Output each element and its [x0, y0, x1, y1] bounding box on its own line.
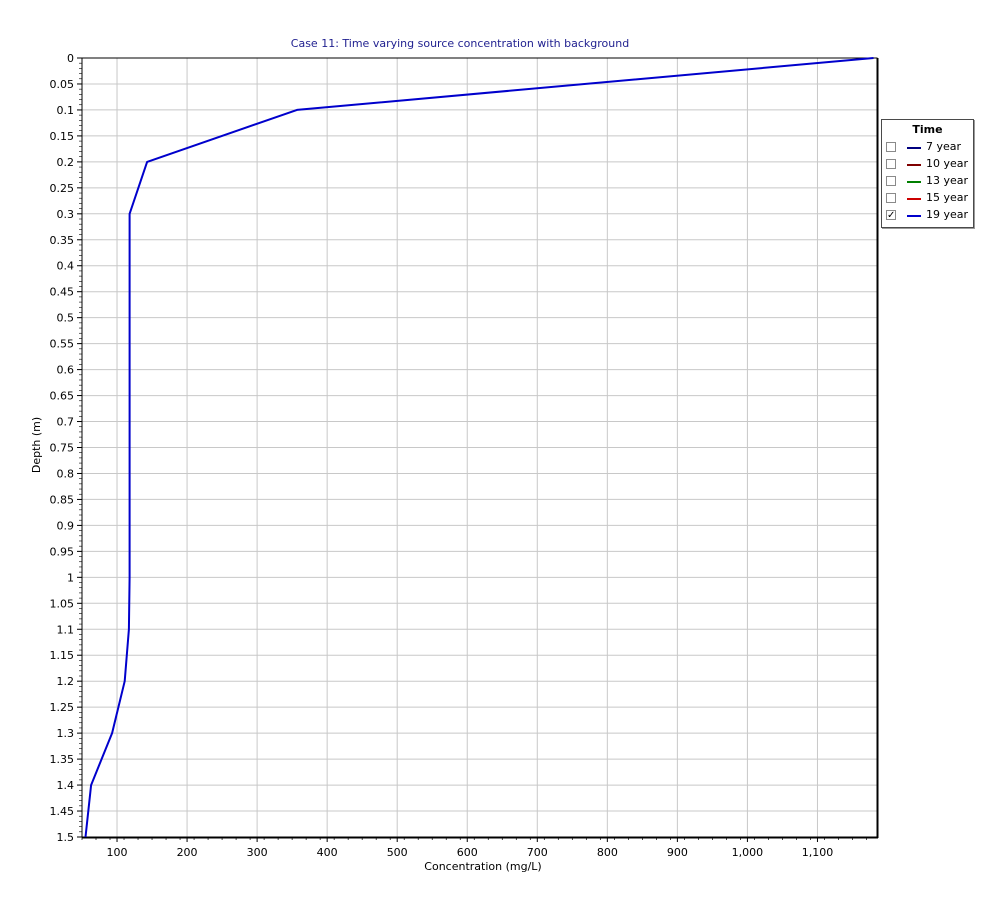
y-tick-label: 1.1 [57, 623, 75, 636]
legend-checkbox[interactable]: ✓ [886, 210, 896, 221]
y-tick-label: 1.05 [50, 597, 75, 610]
legend: Time 7 year 10 year 13 year 15 year ✓ 19 year [881, 119, 974, 228]
y-tick-label: 0.5 [57, 312, 75, 325]
legend-item-13-year[interactable]: 13 year [886, 174, 974, 191]
chart-title: Case 11: Time varying source concentrati… [291, 37, 629, 50]
y-tick-label: 0.6 [57, 364, 75, 377]
y-tick-label: 0.2 [57, 156, 75, 169]
legend-swatch [907, 181, 921, 183]
y-tick-label: 0.4 [57, 260, 75, 273]
y-tick-label: 0.95 [50, 545, 75, 558]
y-tick-label: 1 [67, 571, 74, 584]
legend-item-10-year[interactable]: 10 year [886, 157, 974, 174]
y-tick-label: 0.9 [57, 519, 75, 532]
x-tick-label: 700 [527, 846, 548, 859]
legend-title: Time [912, 123, 943, 136]
legend-swatch [907, 198, 921, 200]
x-tick-label: 900 [667, 846, 688, 859]
y-tick-label: 0.7 [57, 416, 75, 429]
legend-label: 15 year [926, 191, 969, 204]
x-tick-label: 500 [387, 846, 408, 859]
legend-checkbox[interactable] [886, 159, 896, 169]
series-line-19-year [84, 57, 874, 838]
legend-label: 7 year [926, 140, 962, 153]
y-tick-label: 0.85 [50, 493, 75, 506]
y-tick-label: 0.05 [50, 78, 75, 91]
legend-item-7-year[interactable]: 7 year [886, 140, 974, 157]
legend-label: 10 year [926, 157, 969, 170]
y-tick-label: 1.5 [57, 831, 75, 844]
x-tick-label: 600 [457, 846, 478, 859]
x-tick-label: 300 [247, 846, 268, 859]
x-axis-ticks: 100 200 300 400 500 600 700 800 900 1,000 1,100 [81, 837, 867, 859]
y-tick-label: 0 [67, 52, 74, 65]
grid-lines [82, 57, 877, 838]
y-axis-ticks: 0 0.05 0.1 0.15 0.2 0.25 0.3 0.35 0.4 0.45 0.5 0.55… [50, 52, 82, 844]
legend-checkbox[interactable] [886, 193, 896, 203]
y-tick-label: 1.25 [50, 701, 75, 714]
y-tick-label: 0.3 [57, 208, 75, 221]
y-tick-label: 1.15 [50, 649, 75, 662]
x-tick-label: 100 [107, 846, 128, 859]
x-tick-label: 800 [597, 846, 618, 859]
y-tick-label: 0.25 [50, 182, 75, 195]
legend-label: 19 year [926, 208, 969, 221]
y-tick-label: 1.3 [57, 727, 75, 740]
series-layer [84, 57, 874, 838]
x-tick-label: 200 [177, 846, 198, 859]
y-tick-label: 1.2 [57, 675, 75, 688]
legend-checkbox[interactable] [886, 142, 896, 152]
y-tick-label: 0.1 [57, 104, 75, 117]
x-tick-label: 400 [317, 846, 338, 859]
y-tick-label: 0.45 [50, 286, 75, 299]
y-tick-label: 1.35 [50, 753, 75, 766]
legend-checkbox[interactable] [886, 176, 896, 186]
x-tick-label: 1,100 [802, 846, 834, 859]
y-axis-label: Depth (m) [30, 417, 43, 473]
legend-label: 13 year [926, 174, 969, 187]
legend-item-15-year[interactable]: 15 year [886, 191, 974, 208]
y-tick-label: 1.45 [50, 805, 75, 818]
y-tick-label: 0.75 [50, 442, 75, 455]
y-tick-label: 0.55 [50, 338, 75, 351]
y-tick-label: 0.35 [50, 234, 75, 247]
y-tick-label: 1.4 [57, 779, 75, 792]
y-tick-label: 0.15 [50, 130, 75, 143]
legend-swatch [907, 164, 921, 166]
legend-swatch [907, 215, 921, 217]
legend-swatch [907, 147, 921, 149]
x-tick-label: 1,000 [732, 846, 764, 859]
legend-item-19-year[interactable]: ✓ 19 year [886, 208, 974, 225]
x-axis-label: Concentration (mg/L) [424, 860, 541, 873]
y-tick-label: 0.65 [50, 390, 75, 403]
y-tick-label: 0.8 [57, 467, 75, 480]
